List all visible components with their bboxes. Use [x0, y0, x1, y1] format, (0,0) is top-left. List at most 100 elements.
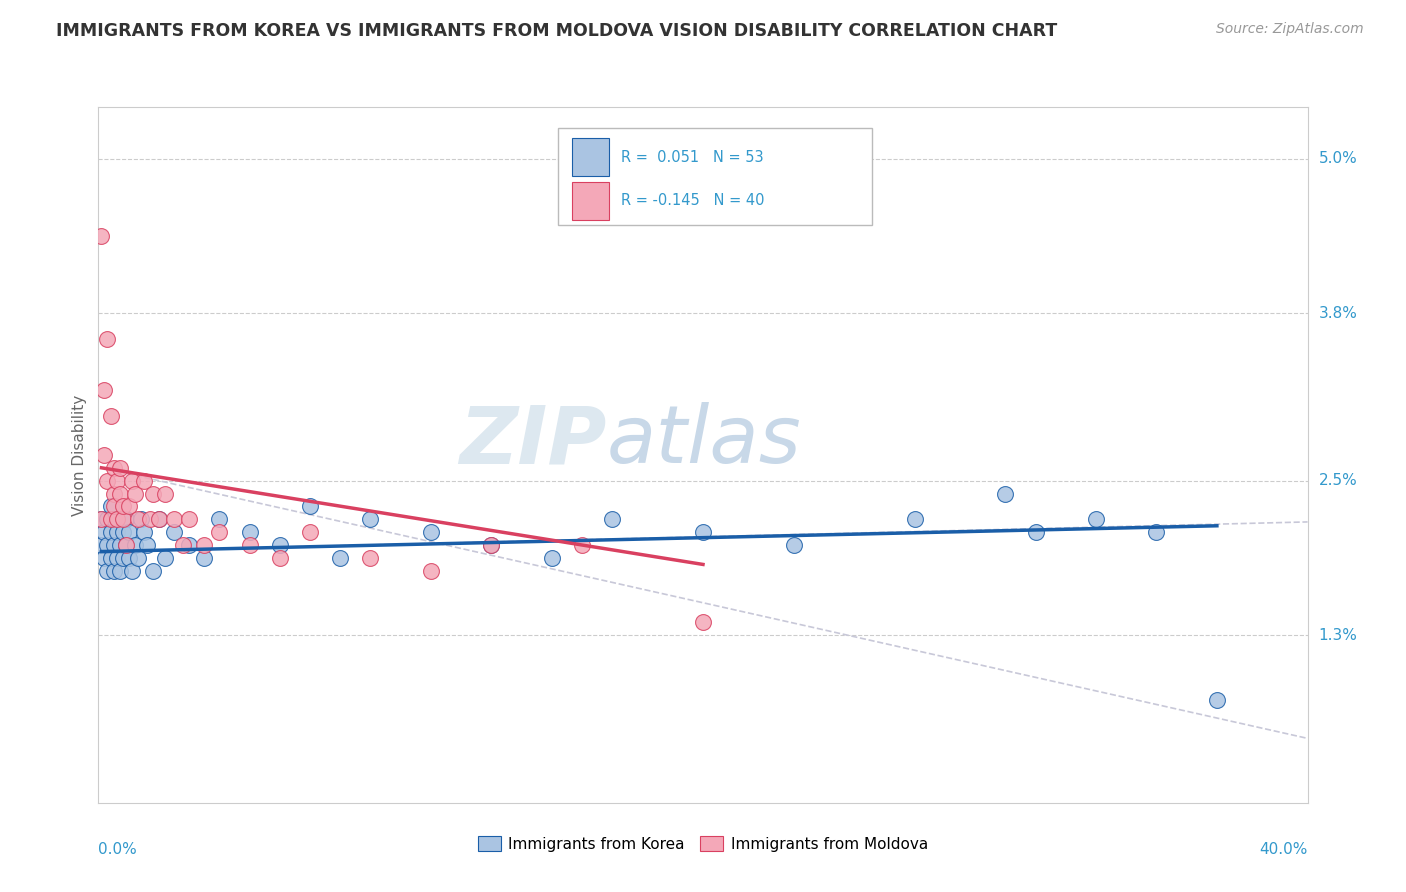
Point: [108, 538, 131, 552]
Point: [571, 538, 593, 552]
FancyBboxPatch shape: [572, 182, 609, 220]
Point: [100, 551, 122, 566]
Point: [602, 512, 624, 526]
Point: [111, 500, 134, 514]
Point: [193, 551, 215, 566]
Point: [172, 538, 194, 552]
Point: [360, 551, 382, 566]
Point: [1144, 525, 1167, 540]
Point: [90, 538, 112, 552]
Point: [121, 474, 143, 488]
Point: [692, 615, 714, 630]
Point: [111, 512, 134, 526]
Y-axis label: Vision Disability: Vision Disability: [72, 394, 87, 516]
Point: [1206, 692, 1229, 706]
Point: [93, 384, 115, 398]
Point: [124, 486, 146, 500]
Point: [93, 551, 115, 566]
Point: [118, 525, 141, 540]
Point: [129, 512, 152, 526]
Point: [108, 564, 131, 578]
Point: [90, 512, 112, 526]
Point: [329, 551, 352, 566]
Point: [299, 525, 322, 540]
Point: [239, 525, 262, 540]
Point: [105, 512, 128, 526]
Point: [108, 460, 131, 475]
Point: [904, 512, 927, 526]
Point: [994, 486, 1017, 500]
Point: [1024, 525, 1046, 540]
Point: [142, 486, 165, 500]
Text: IMMIGRANTS FROM KOREA VS IMMIGRANTS FROM MOLDOVA VISION DISABILITY CORRELATION C: IMMIGRANTS FROM KOREA VS IMMIGRANTS FROM…: [56, 22, 1057, 40]
Text: atlas: atlas: [606, 402, 801, 480]
Point: [114, 512, 136, 526]
Point: [481, 538, 503, 552]
Point: [103, 538, 125, 552]
Point: [111, 525, 134, 540]
Point: [127, 551, 149, 566]
Text: R = -0.145   N = 40: R = -0.145 N = 40: [621, 194, 765, 209]
Point: [105, 474, 128, 488]
Point: [153, 486, 176, 500]
Point: [208, 512, 231, 526]
Point: [96, 332, 118, 346]
Point: [93, 525, 115, 540]
Point: [103, 486, 125, 500]
Point: [163, 525, 186, 540]
Text: 0.0%: 0.0%: [98, 842, 138, 856]
Point: [139, 512, 162, 526]
Point: [127, 512, 149, 526]
Point: [118, 551, 141, 566]
Point: [208, 525, 231, 540]
Point: [111, 551, 134, 566]
Point: [96, 512, 118, 526]
Point: [103, 564, 125, 578]
Point: [148, 512, 170, 526]
Point: [193, 538, 215, 552]
FancyBboxPatch shape: [572, 138, 609, 177]
FancyBboxPatch shape: [558, 128, 872, 226]
Point: [103, 460, 125, 475]
Point: [540, 551, 562, 566]
Point: [100, 512, 122, 526]
Point: [360, 512, 382, 526]
Point: [419, 525, 441, 540]
Point: [163, 512, 186, 526]
Point: [419, 564, 441, 578]
Point: [124, 538, 146, 552]
Point: [100, 409, 122, 424]
Point: [114, 538, 136, 552]
Point: [118, 500, 141, 514]
Point: [108, 486, 131, 500]
Point: [96, 474, 118, 488]
Point: [114, 538, 136, 552]
Point: [692, 525, 714, 540]
Point: [177, 512, 201, 526]
Text: 40.0%: 40.0%: [1260, 842, 1308, 856]
Point: [93, 448, 115, 462]
Text: 5.0%: 5.0%: [1319, 151, 1357, 166]
Text: 3.8%: 3.8%: [1319, 306, 1358, 321]
Point: [132, 474, 155, 488]
Point: [1085, 512, 1108, 526]
Point: [100, 500, 122, 514]
Point: [135, 538, 157, 552]
Point: [148, 512, 170, 526]
Point: [103, 512, 125, 526]
Point: [239, 538, 262, 552]
Point: [269, 551, 291, 566]
Point: [105, 551, 128, 566]
Point: [90, 512, 112, 526]
Point: [90, 228, 112, 243]
Point: [96, 564, 118, 578]
Point: [177, 538, 201, 552]
Legend: Immigrants from Korea, Immigrants from Moldova: Immigrants from Korea, Immigrants from M…: [472, 830, 934, 858]
Point: [269, 538, 291, 552]
Point: [142, 564, 165, 578]
Point: [782, 538, 804, 552]
Text: ZIP: ZIP: [458, 402, 606, 480]
Point: [153, 551, 176, 566]
Text: Source: ZipAtlas.com: Source: ZipAtlas.com: [1216, 22, 1364, 37]
Point: [96, 538, 118, 552]
